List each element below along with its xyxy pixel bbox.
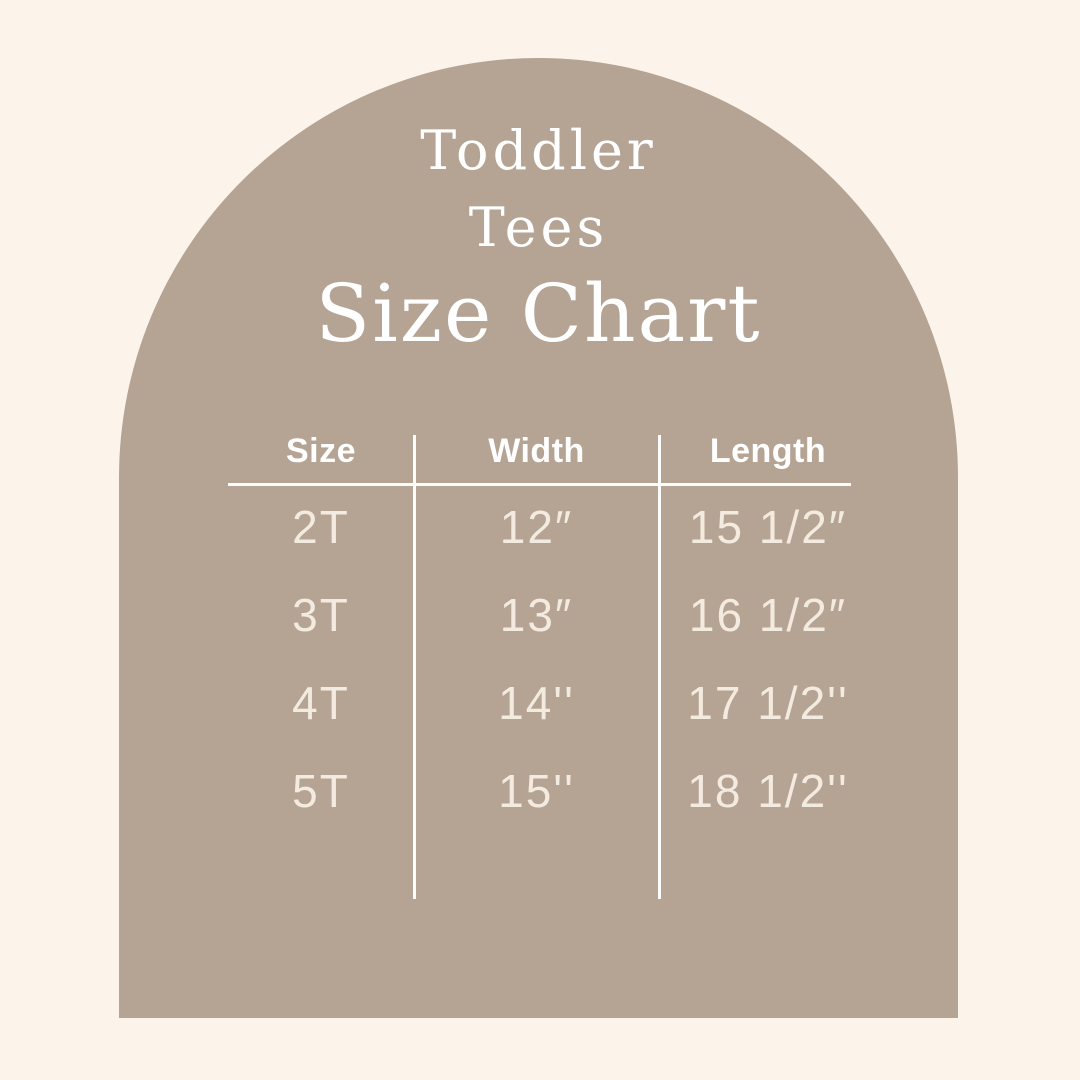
size-table: Size Width Length 2T 12″ 15 1/2″ 3T 13″ … bbox=[228, 420, 877, 835]
header-separator-line bbox=[228, 483, 851, 486]
table-cell-length-5t: 18 1/2'' bbox=[687, 765, 849, 817]
title-line-2: Tees bbox=[468, 196, 609, 259]
column-header-size: Size bbox=[285, 432, 357, 470]
column-header-width: Width bbox=[488, 432, 585, 470]
column-separator-line-2 bbox=[658, 435, 661, 899]
table-cell-width-2t: 12″ bbox=[499, 501, 574, 553]
table-cell-size-4t: 4T bbox=[292, 677, 350, 729]
table-cell-width-5t: 15'' bbox=[498, 765, 575, 817]
table-cell-length-2t: 15 1/2″ bbox=[688, 501, 848, 553]
column-header-length: Length bbox=[709, 432, 827, 470]
title-line-1: Toddler bbox=[420, 119, 657, 182]
table-cell-length-3t: 16 1/2″ bbox=[688, 589, 848, 641]
table-cell-size-3t: 3T bbox=[292, 589, 350, 641]
page-title: Size Chart bbox=[315, 267, 762, 360]
table-cell-width-4t: 14'' bbox=[498, 677, 575, 729]
table-cell-size-5t: 5T bbox=[292, 765, 350, 817]
table-cell-size-2t: 2T bbox=[292, 501, 350, 553]
table-cell-length-4t: 17 1/2'' bbox=[687, 677, 849, 729]
arch-panel bbox=[119, 58, 958, 1018]
table-cell-width-3t: 13″ bbox=[499, 589, 574, 641]
column-separator-line-1 bbox=[413, 435, 416, 899]
